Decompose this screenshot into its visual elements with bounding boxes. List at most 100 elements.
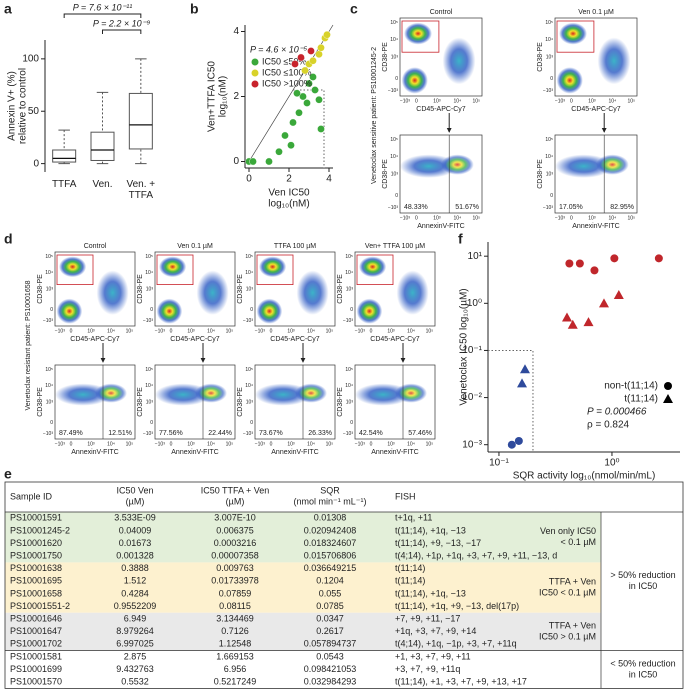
x-tick-label: 10⁵ (627, 98, 635, 104)
point (299, 92, 307, 101)
y-axis-label: relative to control (18, 68, 29, 144)
y-tick-label: 10⁵ (45, 254, 53, 260)
point (517, 378, 528, 388)
x-axis-label: CD45-APC-Cy7 (270, 336, 320, 343)
table-cell: +7, +9, +11, −17 (395, 613, 460, 623)
table-header: (µM) (126, 496, 145, 506)
table-cell: 0.015706806 (304, 550, 357, 560)
legend-swatch (663, 394, 673, 403)
table-cell: 1.512 (124, 576, 147, 586)
x-tick-label: −10³ (555, 98, 565, 104)
density (196, 270, 229, 315)
y-tick-label: 10⁴ (345, 270, 353, 276)
y-tick-label: −10³ (388, 205, 398, 211)
block-label: in IC50 (629, 669, 658, 679)
y-tick-label: −10³ (43, 318, 53, 324)
section-label: < 0.1 µM (561, 537, 596, 547)
point (281, 131, 289, 140)
y-tick-label: 10¹ (468, 251, 483, 262)
quadrant-value: 12.51% (108, 430, 132, 437)
y-axis-label: Annexin V+ (%) (7, 71, 18, 141)
density (59, 256, 87, 278)
y-tick-label: 10³ (391, 171, 399, 177)
point (598, 298, 609, 308)
point (249, 157, 257, 166)
y-axis-label: CD38-PE (137, 387, 144, 417)
point (590, 266, 599, 275)
density (441, 154, 474, 175)
point (315, 95, 323, 104)
x-tick-label: −10³ (55, 441, 65, 447)
section-band (5, 512, 601, 563)
y-tick-label: 10⁵ (545, 20, 553, 26)
table-cell: 0.3888 (121, 563, 149, 573)
x-axis-label: CD45-APC-Cy7 (70, 336, 120, 343)
y-axis-label: log₁₀(nM) (218, 76, 229, 117)
bracket (102, 29, 142, 34)
point (610, 254, 619, 263)
x-tick-label: 4 (326, 174, 332, 185)
table-cell: t(11;14) (395, 563, 425, 573)
y-tick-label: 10⁵ (545, 137, 553, 143)
x-tick-label: 10⁴ (307, 441, 315, 447)
x-tick-label: 10³ (387, 328, 395, 334)
y-tick-label: 0 (33, 158, 39, 169)
table-cell: t+1q, +11 (395, 513, 432, 523)
x-tick-label: −10³ (555, 215, 565, 221)
x-tick-label: 0 (415, 215, 418, 221)
section-band (5, 562, 601, 613)
section-label: Ven only IC50 (540, 526, 596, 536)
table-cell: PS10001658 (10, 588, 62, 598)
x-tick-label: −10³ (400, 98, 410, 104)
table-cell: PS10001551-2 (10, 601, 70, 611)
legend-label: IC50 ≤100% (262, 67, 311, 77)
y-tick-label: 10⁴ (145, 270, 153, 276)
quadrant-value: 77.56% (159, 430, 183, 437)
table-cell: 0.00007358 (211, 550, 259, 560)
reference-line (488, 349, 534, 452)
point (293, 89, 301, 98)
y-tick-label: 0 (233, 156, 239, 167)
table-cell: 0.2617 (316, 626, 344, 636)
y-tick-label: −10³ (343, 431, 353, 437)
point (265, 157, 273, 166)
point (561, 312, 572, 322)
x-tick-label: 10³ (87, 328, 95, 334)
x-axis-label: AnnexinV-FITC (71, 449, 118, 456)
panel-label: d (4, 231, 13, 247)
x-axis-label: AnnexinV-FITC (572, 223, 619, 230)
x-tick-label: 10⁴ (609, 98, 617, 104)
x-tick-label: 10⁵ (326, 441, 334, 447)
y-tick-label: 10⁵ (390, 137, 398, 143)
table-cell: 0.4284 (121, 588, 149, 598)
table-cell: 6.949 (124, 613, 147, 623)
table-cell: 8.979264 (116, 626, 154, 636)
table-cell: PS10001750 (10, 550, 62, 560)
density (156, 298, 183, 324)
point (575, 259, 584, 268)
y-axis-label: Venetoclax IC50 log₁₀(µM) (459, 288, 470, 405)
panel-label: a (4, 1, 12, 17)
x-tick-label: 10⁴ (609, 215, 617, 221)
x-tick-label: 10³ (387, 441, 395, 447)
table-cell: t(11;14), +1q, +9, −13, del(17p) (395, 601, 519, 611)
legend-swatch (251, 69, 259, 77)
legend-swatch (251, 58, 259, 66)
block-label: > 50% reduction (610, 570, 675, 580)
x-tick-label: 0 (170, 441, 173, 447)
y-tick-label: 10⁰ (467, 298, 482, 309)
table-cell: 0.055 (319, 588, 342, 598)
point (297, 53, 305, 62)
quadrant-value: 82.95% (610, 204, 634, 211)
gate (401, 20, 440, 53)
x-tick-label: −10³ (355, 328, 365, 334)
y-axis-label: CD38-PE (537, 159, 544, 189)
y-tick-label: 10⁴ (45, 270, 53, 276)
y-tick-label: 10³ (246, 399, 254, 405)
y-tick-label: 0 (395, 193, 398, 199)
y-axis-label: CD38-PE (237, 387, 244, 417)
table-header: Sample ID (10, 491, 53, 501)
density (401, 67, 428, 94)
y-tick-label: 10⁵ (245, 367, 253, 373)
